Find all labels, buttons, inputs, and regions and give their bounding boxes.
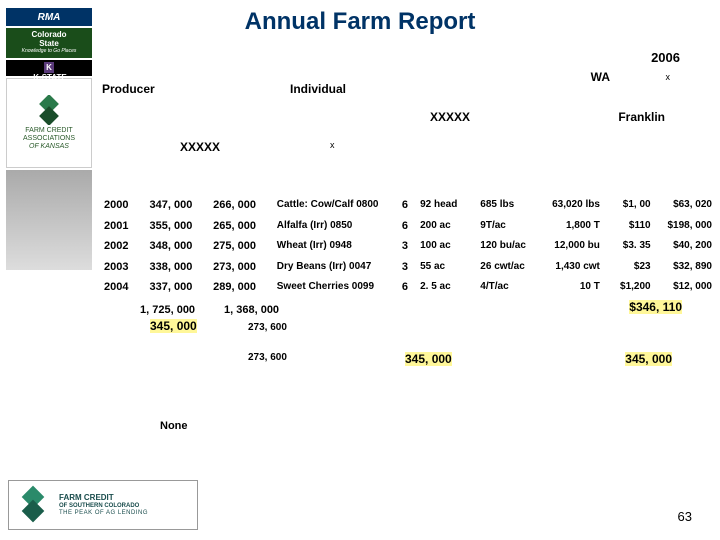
cell-e: 26 cwt/ac: [480, 259, 540, 278]
cell-b: 273, 000: [213, 259, 275, 278]
cell-g: $1,200: [608, 279, 657, 298]
cell-b: 266, 000: [213, 197, 275, 216]
cell-yr: 2002: [104, 238, 148, 257]
cell-h: $63, 020: [659, 197, 718, 216]
cell-desc: Wheat (Irr) 0948: [277, 238, 396, 257]
page-title: Annual Farm Report: [0, 8, 720, 36]
cell-yr: 2003: [104, 259, 148, 278]
avg-a-value: 345, 000: [150, 319, 197, 333]
fca-logo: FARM CREDIT ASSOCIATIONS OF KANSAS: [6, 78, 92, 168]
cell-d: 200 ac: [420, 218, 478, 237]
sum-col-a: 1, 725, 000: [140, 302, 222, 318]
kstate-logo: KK-STATE: [6, 60, 92, 76]
footer-line2: OF SOUTHERN COLORADO: [59, 503, 148, 510]
cell-desc: Dry Beans (Irr) 0047: [277, 259, 396, 278]
cell-h: $198, 000: [659, 218, 718, 237]
cell-d: 92 head: [420, 197, 478, 216]
table-row: 2004337, 000289, 000Sweet Cherries 00996…: [104, 279, 718, 298]
totals-row: 1, 725, 000 1, 368, 000: [138, 300, 295, 320]
sum-col-b: 1, 368, 000: [224, 302, 293, 318]
cell-g: $110: [608, 218, 657, 237]
cell-f: 12,000 bu: [542, 238, 606, 257]
individual-label: Individual: [290, 82, 346, 96]
cell-f: 63,020 lbs: [542, 197, 606, 216]
cell-b: 275, 000: [213, 238, 275, 257]
footer-line1: FARM CREDIT: [59, 493, 148, 503]
cell-d: 100 ac: [420, 238, 478, 257]
footer-logo: FARM CREDIT OF SOUTHERN COLORADO THE PEA…: [8, 480, 198, 530]
cell-c: 6: [398, 279, 418, 298]
cell-e: 120 bu/ac: [480, 238, 540, 257]
table-row: 2000347, 000266, 000Cattle: Cow/Calf 080…: [104, 197, 718, 216]
mid-345: 345, 000: [405, 352, 452, 366]
state-code: WA: [591, 70, 610, 84]
none-label: None: [160, 420, 188, 432]
cell-desc: Alfalfa (Irr) 0850: [277, 218, 396, 237]
cell-f: 1,800 T: [542, 218, 606, 237]
cell-e: 4/T/ac: [480, 279, 540, 298]
cell-yr: 2004: [104, 279, 148, 298]
right-345-value: 345, 000: [625, 352, 672, 366]
cell-d: 55 ac: [420, 259, 478, 278]
val-273-a: 273, 600: [248, 322, 287, 333]
fca-line1: FARM CREDIT: [25, 127, 72, 135]
x-mark-2: x: [330, 140, 335, 150]
cell-h: $32, 890: [659, 259, 718, 278]
cell-h: $40, 200: [659, 238, 718, 257]
kstate-text: K-STATE: [33, 73, 66, 82]
misc-logo: [6, 170, 92, 270]
x-mark-1: x: [666, 72, 671, 82]
fca-diamond-icon: [34, 95, 64, 125]
cell-f: 10 T: [542, 279, 606, 298]
avg-a: 345, 000: [150, 319, 197, 333]
val-273-b: 273, 600: [248, 352, 287, 363]
footer-tagline: THE PEAK OF AG LENDING: [59, 510, 148, 517]
cell-desc: Cattle: Cow/Calf 0800: [277, 197, 396, 216]
cell-a: 348, 000: [150, 238, 212, 257]
page-number: 63: [678, 509, 692, 524]
rma-logo: RMA: [6, 8, 92, 26]
cell-c: 6: [398, 197, 418, 216]
cell-desc: Sweet Cherries 0099: [277, 279, 396, 298]
cell-g: $23: [608, 259, 657, 278]
csu-logo: Colorado State Knowledge to Go Places: [6, 28, 92, 58]
cell-c: 3: [398, 259, 418, 278]
county-name: Franklin: [618, 110, 665, 124]
mid-345-value: 345, 000: [405, 352, 452, 366]
masked-value-2: XXXXX: [180, 140, 220, 154]
cell-a: 337, 000: [150, 279, 212, 298]
cell-b: 289, 000: [213, 279, 275, 298]
cell-a: 347, 000: [150, 197, 212, 216]
cell-a: 355, 000: [150, 218, 212, 237]
cell-g: $3. 35: [608, 238, 657, 257]
cell-yr: 2000: [104, 197, 148, 216]
cell-b: 265, 000: [213, 218, 275, 237]
masked-value-1: XXXXX: [430, 110, 470, 124]
cell-g: $1, 00: [608, 197, 657, 216]
grand-total-value: $346, 110: [629, 300, 682, 314]
fca-line2: ASSOCIATIONS: [23, 135, 75, 143]
right-345: 345, 000: [625, 352, 672, 366]
cell-e: 9T/ac: [480, 218, 540, 237]
grand-total: $346, 110: [629, 300, 682, 314]
sidebar-logos: RMA Colorado State Knowledge to Go Place…: [6, 8, 92, 272]
cell-c: 6: [398, 218, 418, 237]
cell-d: 2. 5 ac: [420, 279, 478, 298]
report-year: 2006: [651, 50, 680, 65]
cell-a: 338, 000: [150, 259, 212, 278]
footer-diamond-icon: [13, 485, 53, 525]
fca-line3: OF KANSAS: [29, 143, 69, 151]
cell-yr: 2001: [104, 218, 148, 237]
farm-data-table: 2000347, 000266, 000Cattle: Cow/Calf 080…: [102, 195, 720, 300]
table-row: 2001355, 000265, 000Alfalfa (Irr) 085062…: [104, 218, 718, 237]
cell-f: 1,430 cwt: [542, 259, 606, 278]
table-row: 2003338, 000273, 000Dry Beans (Irr) 0047…: [104, 259, 718, 278]
cell-e: 685 lbs: [480, 197, 540, 216]
table-row: 2002348, 000275, 000Wheat (Irr) 09483100…: [104, 238, 718, 257]
csu-tag: Knowledge to Go Places: [22, 49, 77, 55]
cell-c: 3: [398, 238, 418, 257]
cell-h: $12, 000: [659, 279, 718, 298]
producer-label: Producer: [102, 82, 155, 96]
